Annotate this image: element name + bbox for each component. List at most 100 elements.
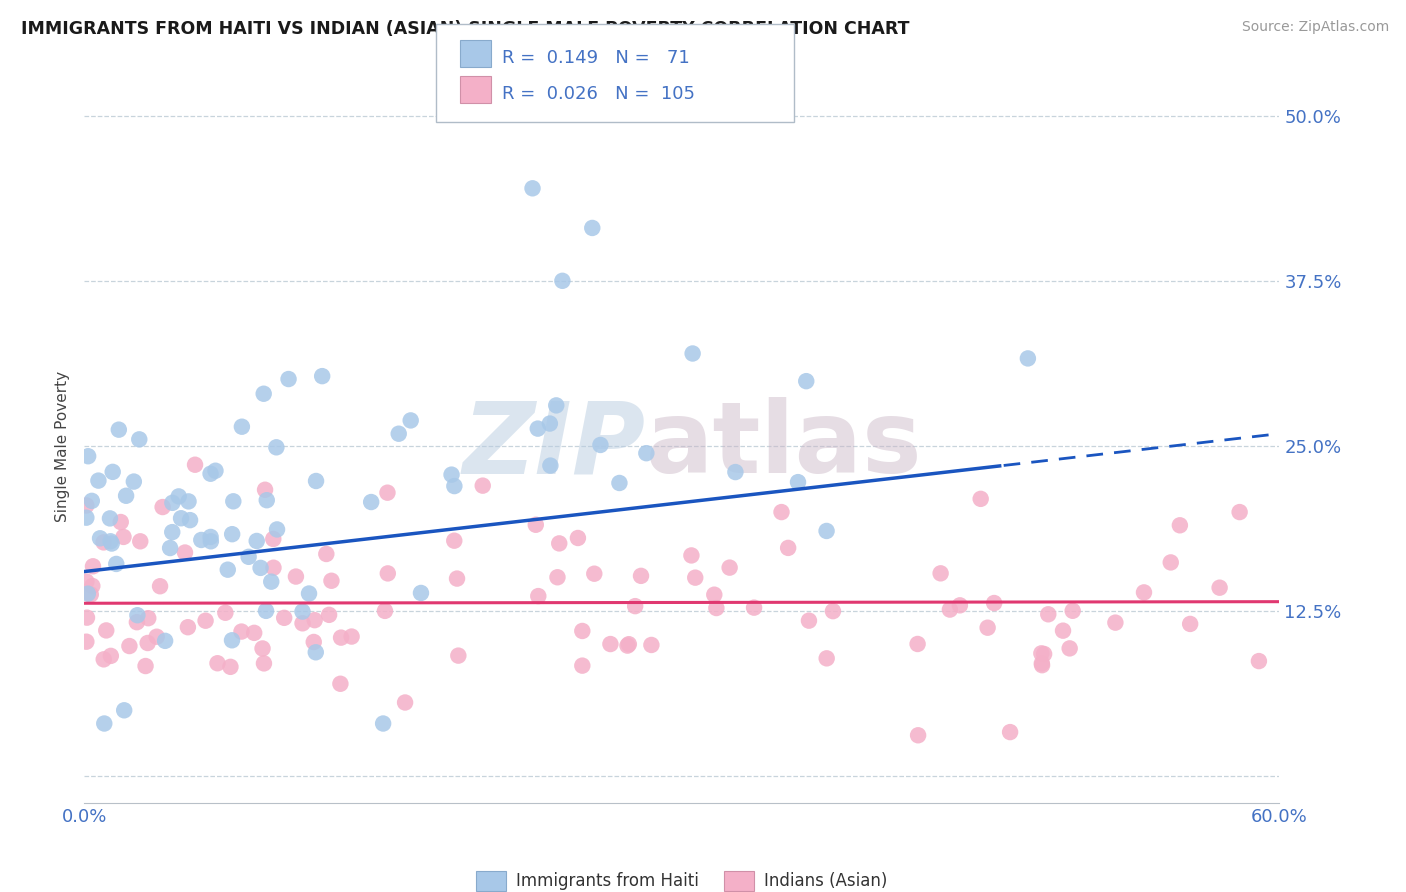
Point — [136, 636, 159, 650]
Point — [260, 574, 283, 589]
Point — [706, 601, 728, 615]
Point — [1229, 505, 1251, 519]
Point — [571, 658, 593, 673]
Point — [443, 533, 465, 548]
Point — [105, 557, 128, 571]
Point — [1160, 556, 1182, 570]
Point — [135, 659, 157, 673]
Text: R =  0.026   N =  105: R = 0.026 N = 105 — [502, 85, 695, 103]
Point — [93, 716, 115, 731]
Point — [388, 426, 411, 441]
Point — [970, 491, 993, 506]
Point — [1033, 647, 1056, 661]
Point — [127, 608, 149, 623]
Point — [221, 633, 243, 648]
Point — [243, 625, 266, 640]
Point — [815, 524, 838, 538]
Point — [177, 494, 200, 508]
Point — [304, 613, 326, 627]
Point — [194, 614, 217, 628]
Point — [291, 616, 314, 631]
Point — [204, 464, 226, 478]
Point — [787, 475, 810, 490]
Point — [1168, 518, 1191, 533]
Text: IMMIGRANTS FROM HAITI VS INDIAN (ASIAN) SINGLE MALE POVERTY CORRELATION CHART: IMMIGRANTS FROM HAITI VS INDIAN (ASIAN) … — [21, 20, 910, 37]
Point — [254, 604, 277, 618]
Point — [262, 532, 284, 546]
Point — [76, 587, 98, 601]
Point — [1247, 654, 1270, 668]
Point — [907, 637, 929, 651]
Point — [1133, 585, 1156, 599]
Point — [222, 494, 245, 508]
Point — [998, 725, 1021, 739]
Point — [76, 610, 98, 624]
Point — [174, 545, 197, 559]
Point — [128, 433, 150, 447]
Point — [129, 534, 152, 549]
Point — [522, 181, 544, 195]
Point — [815, 651, 838, 665]
Point — [616, 639, 638, 653]
Point — [179, 513, 201, 527]
Point — [305, 645, 328, 659]
Point — [329, 677, 352, 691]
Point — [1031, 658, 1053, 673]
Point — [939, 602, 962, 616]
Point — [681, 549, 703, 563]
Text: ZIP: ZIP — [463, 398, 647, 494]
Point — [253, 386, 276, 401]
Point — [315, 547, 337, 561]
Point — [149, 579, 172, 593]
Point — [80, 494, 103, 508]
Point — [770, 505, 793, 519]
Point — [96, 624, 118, 638]
Point — [152, 500, 174, 514]
Point — [524, 517, 547, 532]
Point — [207, 657, 229, 671]
Point — [291, 605, 314, 619]
Point — [87, 474, 110, 488]
Point — [471, 478, 494, 492]
Point — [75, 499, 97, 513]
Point — [1031, 646, 1053, 660]
Point — [546, 570, 568, 584]
Point — [266, 440, 288, 454]
Text: Source: ZipAtlas.com: Source: ZipAtlas.com — [1241, 20, 1389, 34]
Point — [1059, 641, 1081, 656]
Text: atlas: atlas — [647, 398, 922, 494]
Point — [318, 607, 340, 622]
Point — [100, 534, 122, 549]
Point — [551, 274, 574, 288]
Point — [249, 561, 271, 575]
Point — [377, 566, 399, 581]
Point — [526, 422, 548, 436]
Point — [778, 541, 800, 555]
Point — [340, 630, 363, 644]
Point — [284, 569, 307, 583]
Point — [305, 474, 328, 488]
Point — [797, 614, 820, 628]
Point — [200, 534, 222, 549]
Point — [254, 483, 277, 497]
Point — [302, 635, 325, 649]
Point — [949, 599, 972, 613]
Point — [231, 419, 253, 434]
Point — [330, 631, 353, 645]
Point — [122, 475, 145, 489]
Point — [100, 648, 122, 663]
Point — [1178, 616, 1201, 631]
Point — [82, 579, 104, 593]
Point — [136, 611, 159, 625]
Point — [617, 637, 640, 651]
Point — [538, 458, 561, 473]
Point — [1052, 624, 1074, 638]
Point — [184, 458, 207, 472]
Point — [231, 624, 253, 639]
Point — [538, 417, 561, 431]
Point — [159, 541, 181, 555]
Point — [640, 638, 662, 652]
Point — [80, 587, 103, 601]
Point — [145, 630, 167, 644]
Point — [266, 523, 288, 537]
